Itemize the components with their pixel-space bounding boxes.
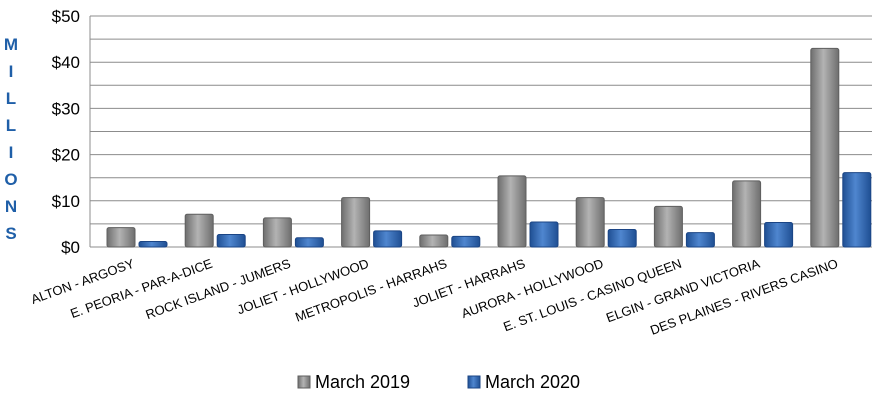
bar-march-2019 — [419, 234, 449, 248]
legend-swatch — [297, 375, 311, 389]
bar-march-2019 — [732, 180, 762, 248]
y-tick-label: $0 — [61, 238, 80, 257]
y-axis-label-letter: M — [4, 35, 18, 54]
y-axis-label-letter: S — [5, 224, 16, 243]
y-tick-labels: $0 $10 $20 $30 $40 $50 — [52, 7, 80, 257]
bar-march-2020 — [607, 228, 637, 248]
bar-march-2020 — [373, 230, 403, 248]
bar-march-2019 — [575, 197, 605, 248]
y-tick-label: $50 — [52, 7, 80, 26]
bar-march-2020 — [685, 232, 715, 248]
bar-march-2020 — [764, 222, 794, 248]
legend: March 2019 March 2020 — [297, 372, 580, 392]
y-tick-label: $30 — [52, 99, 80, 118]
bar-march-2019 — [810, 47, 840, 248]
bar-march-2019 — [653, 205, 683, 248]
bar-march-2019 — [497, 175, 527, 248]
y-axis-label-letter: L — [6, 89, 16, 108]
bar-march-2020 — [216, 234, 246, 248]
bar-march-2020 — [451, 235, 481, 248]
gridlines — [89, 15, 872, 248]
y-axis-label-letter: N — [5, 197, 17, 216]
y-axis-label-letter: O — [4, 170, 17, 189]
bars — [106, 47, 872, 248]
x-tick-label: E. PEORIA - PAR-A-DICE — [68, 256, 214, 322]
y-tick-label: $20 — [52, 146, 80, 165]
legend-label: March 2019 — [315, 372, 410, 392]
bar-march-2019 — [262, 217, 292, 248]
bar-march-2020 — [294, 237, 324, 248]
bar-march-2020 — [842, 172, 872, 248]
y-tick-label: $10 — [52, 192, 80, 211]
bar-march-2020 — [138, 240, 168, 248]
y-axis-label-letter: I — [9, 62, 14, 81]
y-tick-label: $40 — [52, 53, 80, 72]
y-axis-label-letter: I — [9, 143, 14, 162]
bar-march-2019 — [184, 213, 214, 248]
legend-label: March 2020 — [485, 372, 580, 392]
x-tick-label: ROCK ISLAND - JUMERS — [143, 256, 292, 323]
bar-march-2019 — [106, 227, 136, 248]
bar-march-2019 — [341, 197, 371, 248]
bar-march-2020 — [529, 221, 559, 248]
legend-swatch — [467, 375, 481, 389]
y-axis-label-letter: L — [6, 116, 16, 135]
